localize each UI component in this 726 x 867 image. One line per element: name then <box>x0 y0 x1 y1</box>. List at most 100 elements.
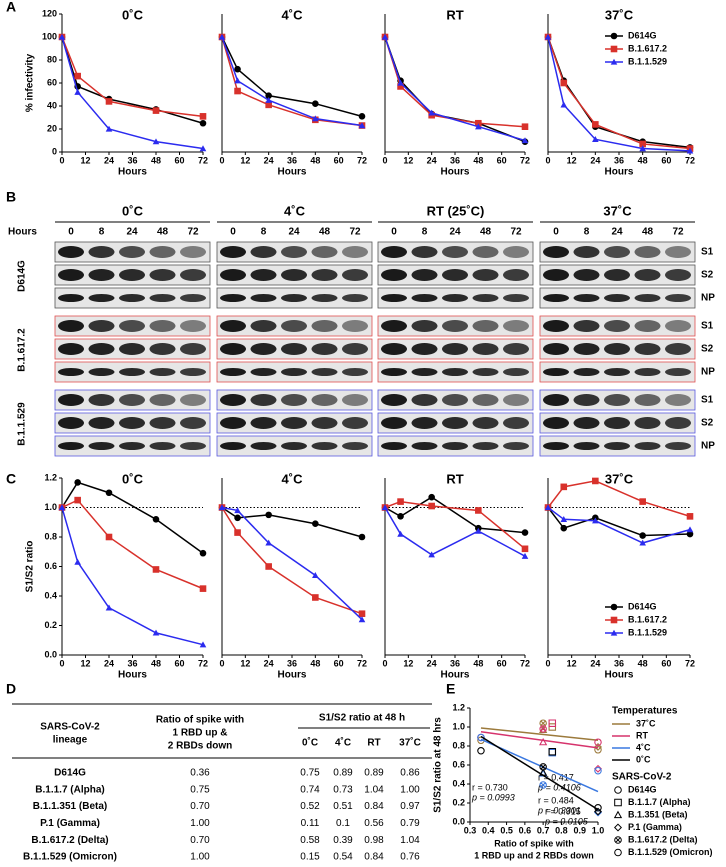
panel-letter: C <box>6 471 16 487</box>
blot-band <box>503 294 529 302</box>
blot-band <box>634 394 661 406</box>
lane-label: 48 <box>157 227 169 238</box>
series-line <box>221 36 363 127</box>
series-line <box>547 36 691 150</box>
x-tick-label: 0 <box>382 155 387 165</box>
series-line <box>221 506 363 538</box>
table-header: 0˚C <box>302 737 318 749</box>
fit-p: p = 0.3301 <box>537 805 581 815</box>
blot-band <box>381 269 407 281</box>
blot-band <box>342 394 368 406</box>
blot-band <box>442 320 468 332</box>
x-axis-label: Hours <box>441 167 470 178</box>
data-point <box>58 504 66 511</box>
blot-band <box>472 368 499 376</box>
x-axis-label: Hours <box>278 167 307 178</box>
blot-band <box>381 417 407 429</box>
blot-band <box>442 417 468 429</box>
data-point <box>521 123 529 130</box>
blot-band <box>573 246 600 258</box>
blot-band <box>442 343 468 355</box>
series-line <box>547 36 691 149</box>
data-point <box>152 515 160 523</box>
x-tick-label: 24 <box>590 658 600 668</box>
data-point <box>312 115 319 122</box>
legend-marker <box>610 45 618 53</box>
lane-label: 72 <box>510 227 522 238</box>
table-cell: 0.15 <box>300 852 320 863</box>
blot-band <box>149 246 176 258</box>
blot-band <box>543 246 569 258</box>
series-line <box>61 507 204 646</box>
blot-band <box>503 394 529 406</box>
chart-title: 0˚C <box>122 7 144 22</box>
lane-label: 72 <box>187 227 199 238</box>
blot-band <box>149 368 176 376</box>
chart-title: 37˚C <box>605 7 634 22</box>
blot-band <box>180 417 206 429</box>
table-cell: 0.89 <box>364 768 384 779</box>
x-tick-label: 12 <box>80 155 90 165</box>
chart-title: 37˚C <box>605 471 634 486</box>
panel-letter: E <box>446 681 455 697</box>
blot-band <box>665 417 691 429</box>
blot-band <box>634 343 661 355</box>
blot-temperature: 37˚C <box>603 203 632 218</box>
fit-line <box>480 735 599 811</box>
data-point <box>265 511 272 519</box>
data-point <box>686 147 694 154</box>
data-point <box>265 563 272 570</box>
x-tick-label: 72 <box>520 155 530 165</box>
data-point <box>592 517 599 524</box>
data-point <box>639 140 646 148</box>
blot-band <box>342 320 368 332</box>
y-tick-label: 40 <box>47 100 57 110</box>
blot-band <box>411 343 438 355</box>
blot-band <box>180 269 206 281</box>
band-label: NP <box>701 293 715 304</box>
x-tick-label: 0 <box>545 155 550 165</box>
band-label: NP <box>701 367 715 378</box>
band-label: S1 <box>701 321 714 332</box>
blot-band <box>472 442 499 450</box>
table-cell: B.1.617.2 (Delta) <box>31 835 108 846</box>
x-axis-label: Hours <box>441 670 470 681</box>
data-point <box>152 138 160 145</box>
legend-marker <box>610 58 618 65</box>
x-tick-label: 24 <box>104 658 114 668</box>
table-cell: 0.54 <box>333 852 353 863</box>
legend-marker <box>610 603 618 611</box>
data-point <box>234 529 241 536</box>
data-point <box>199 119 207 127</box>
table-cell: 0.79 <box>400 818 420 829</box>
x-tick-label: 48 <box>310 155 320 165</box>
blot-band <box>665 343 691 355</box>
legend-label: D614G <box>628 601 657 611</box>
x-tick-label: 48 <box>310 658 320 668</box>
data-point <box>105 98 113 105</box>
data-point <box>105 489 113 497</box>
lane-label: 48 <box>480 227 492 238</box>
data-point <box>548 747 557 756</box>
blot-band <box>220 343 246 355</box>
series-line <box>61 499 204 590</box>
blot-band <box>472 320 499 332</box>
legend-label: B.1.617.2 (Delta) <box>628 834 698 844</box>
blot-band <box>634 320 661 332</box>
legend-label: RT <box>636 730 648 740</box>
series-line <box>61 481 204 554</box>
blot-band <box>119 442 145 450</box>
table-header: Ratio of spike with <box>156 715 244 726</box>
table-cell: 0.75 <box>300 768 320 779</box>
data-point <box>475 119 482 127</box>
blot-band <box>381 320 407 332</box>
blot-band <box>472 294 499 302</box>
fit-p: p = 0.0105 <box>544 816 589 826</box>
legend-label: D614G <box>628 30 657 40</box>
table-cell: B.1.1.7 (Alpha) <box>35 784 104 795</box>
blot-band <box>604 368 630 376</box>
blot-band <box>119 394 145 406</box>
blot-band <box>250 343 277 355</box>
lane-label: 8 <box>99 227 105 238</box>
table-cell: 0.89 <box>333 768 353 779</box>
